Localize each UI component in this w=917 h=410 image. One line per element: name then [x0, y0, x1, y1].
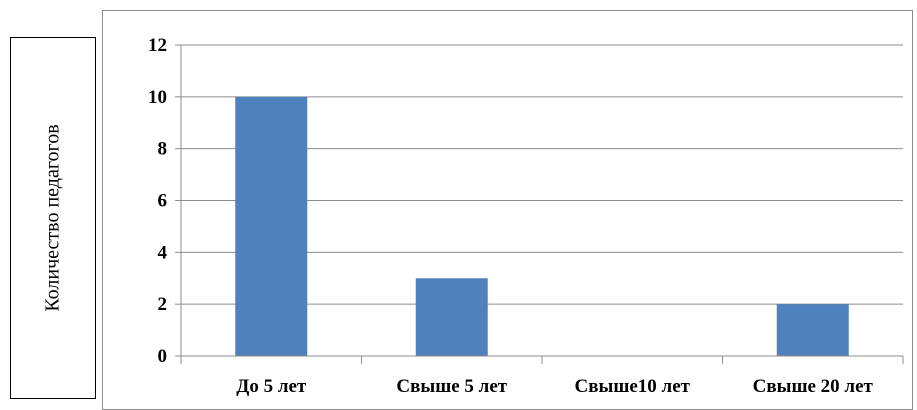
- y-tick-label: 0: [158, 346, 168, 367]
- bar-4: [776, 304, 849, 356]
- y-tick-label: 2: [158, 294, 168, 315]
- x-tick-label: Свыше10 лет: [575, 376, 691, 397]
- y-tick-label: 8: [158, 139, 168, 160]
- bar-2: [415, 278, 488, 356]
- y-tick-label: 4: [158, 242, 168, 263]
- x-tick-label: Свыше 5 лет: [396, 376, 507, 397]
- y-tick-label: 12: [148, 35, 167, 56]
- y-axis-label-box: Количество педагогов: [10, 37, 96, 399]
- y-tick-label: 10: [148, 87, 167, 108]
- y-tick-label: 6: [158, 191, 168, 212]
- x-tick-label: До 5 лет: [236, 376, 307, 397]
- x-tick-label: Свыше 20 лет: [753, 376, 874, 397]
- bar-1: [235, 96, 308, 356]
